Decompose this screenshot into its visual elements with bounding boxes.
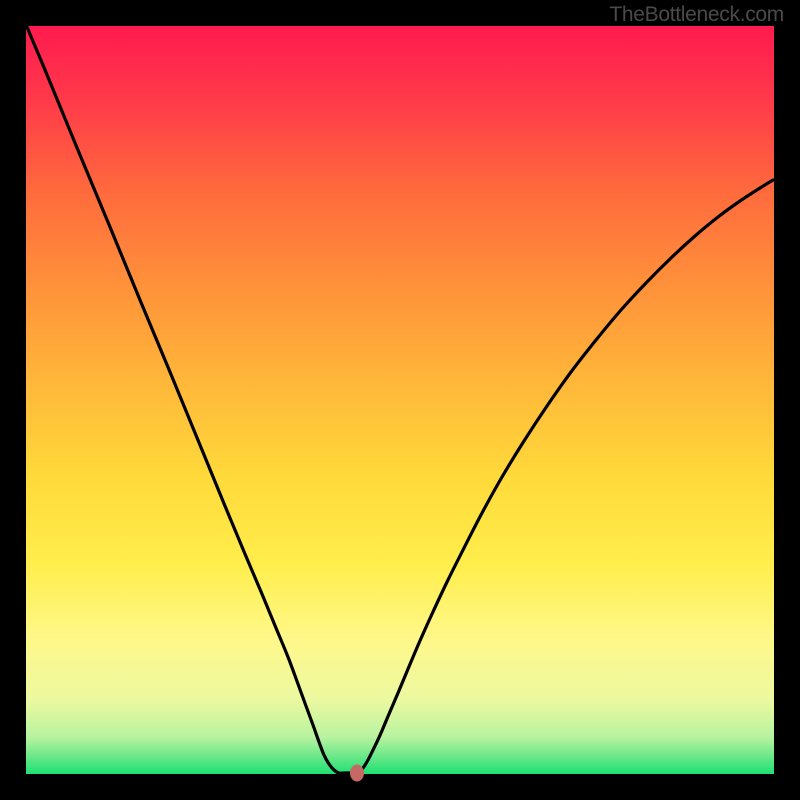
bottleneck-chart — [0, 0, 800, 800]
chart-container: TheBottleneck.com — [0, 0, 800, 800]
watermark-text: TheBottleneck.com — [609, 3, 784, 27]
plot-area — [26, 26, 774, 774]
optimum-marker — [350, 765, 364, 782]
